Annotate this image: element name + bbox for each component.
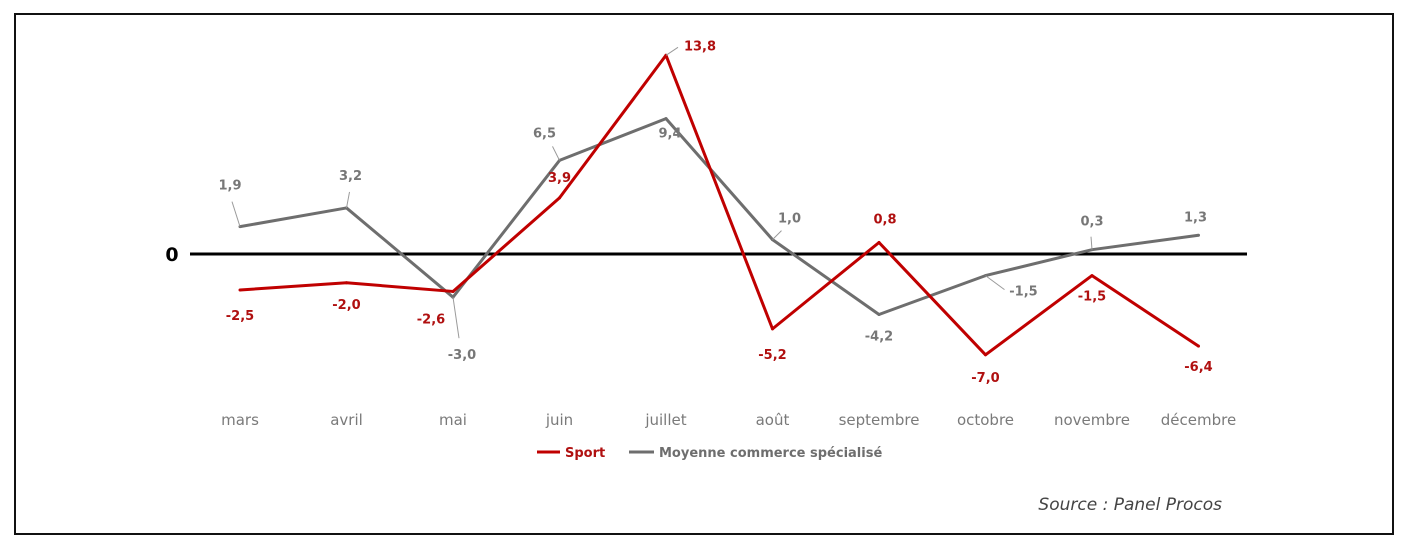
- label-leader: [346, 191, 350, 209]
- data-point: [771, 327, 774, 331]
- x-tick-label: avril: [330, 411, 363, 429]
- label-leader: [985, 275, 1005, 291]
- data-label: 9,4: [658, 127, 681, 142]
- legend-label-moyenne: Moyenne commerce spécialisé: [659, 446, 882, 461]
- data-point: [877, 312, 881, 316]
- series-line-moyenne: [239, 117, 1199, 316]
- x-tick-label: décembre: [1161, 411, 1236, 429]
- data-label: -5,2: [758, 348, 786, 363]
- x-tick-label: novembre: [1054, 411, 1130, 429]
- data-point: [984, 353, 987, 357]
- data-label: -4,2: [865, 329, 893, 344]
- x-tick-label: octobre: [957, 411, 1014, 429]
- x-tick-label: mars: [221, 411, 259, 429]
- data-label: -1,5: [1009, 285, 1037, 300]
- legend-label-sport: Sport: [565, 446, 605, 461]
- x-tick-label: août: [756, 411, 790, 429]
- series-line-sport: [239, 53, 1200, 357]
- data-label: 13,8: [684, 39, 716, 54]
- zero-label: 0: [165, 244, 178, 266]
- data-label: 0,8: [873, 212, 896, 227]
- label-leader: [665, 46, 679, 56]
- data-point: [664, 117, 668, 121]
- data-point: [1197, 233, 1200, 237]
- x-tick-label: juillet: [644, 411, 686, 429]
- data-point: [345, 281, 348, 285]
- label-leader: [1090, 236, 1093, 250]
- data-point: [238, 288, 242, 292]
- data-point: [877, 240, 881, 244]
- label-leader: [552, 146, 560, 161]
- data-label: 1,3: [1184, 210, 1207, 225]
- data-label: -2,5: [226, 309, 254, 324]
- chart-frame: [14, 13, 1394, 535]
- data-label: 6,5: [533, 126, 556, 141]
- data-label: -2,0: [332, 298, 360, 313]
- label-leader: [772, 230, 782, 240]
- data-point: [451, 289, 455, 293]
- data-label: 0,3: [1080, 215, 1103, 230]
- x-tick-label: mai: [439, 411, 467, 429]
- data-label: 3,9: [548, 171, 571, 186]
- data-label: 1,9: [218, 179, 241, 194]
- data-label: -3,0: [448, 348, 476, 363]
- data-point: [1197, 344, 1200, 348]
- data-label: -2,6: [417, 312, 445, 327]
- data-label: -6,4: [1184, 360, 1212, 375]
- x-tick-label: septembre: [839, 411, 920, 429]
- data-point: [558, 196, 561, 200]
- source-note: Source : Panel Procos: [1038, 495, 1222, 515]
- data-point: [1090, 274, 1094, 278]
- data-label: -1,5: [1078, 290, 1106, 305]
- label-leader: [231, 201, 241, 227]
- x-tick-label: juin: [545, 411, 573, 429]
- label-leader: [452, 297, 460, 339]
- data-label: 3,2: [339, 169, 362, 184]
- data-label: 1,0: [778, 212, 801, 227]
- data-label: -7,0: [971, 371, 999, 386]
